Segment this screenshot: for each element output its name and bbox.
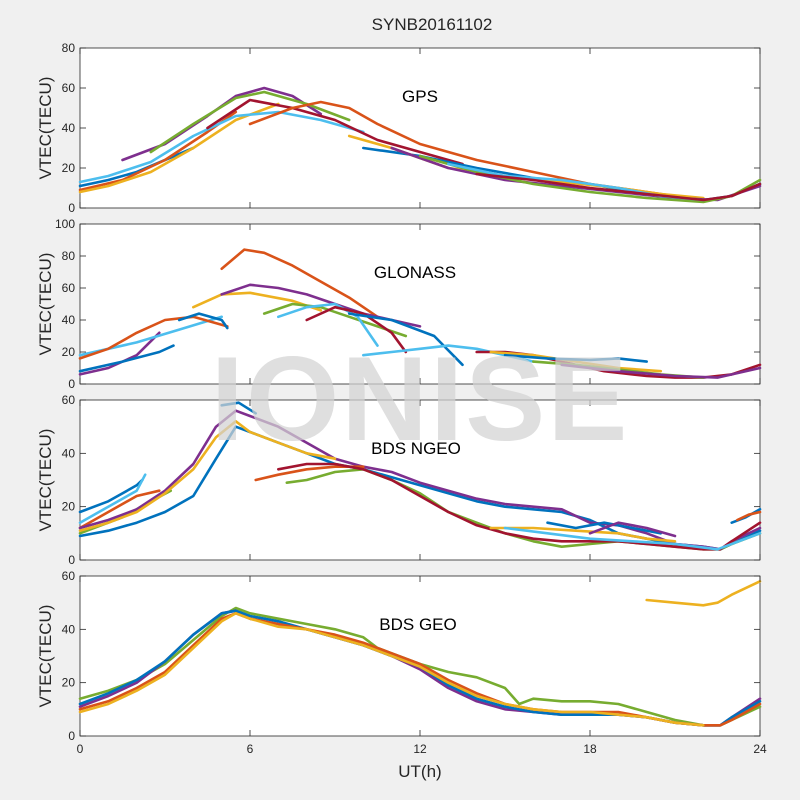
y-tick-label: 0 [68, 377, 75, 391]
y-tick-label: 60 [62, 281, 76, 295]
series-line-1 [78, 344, 175, 373]
plot-area [79, 47, 761, 209]
panel-label: BDS NGEO [371, 439, 461, 458]
y-tick-label: 0 [68, 201, 75, 215]
series-line-2 [78, 102, 280, 194]
y-tick-label: 60 [62, 569, 76, 583]
y-tick-label: 100 [55, 217, 75, 231]
x-tick-label: 12 [413, 742, 427, 756]
series-line-10 [305, 305, 408, 354]
series-line-10 [277, 462, 762, 551]
y-tick-label: 40 [62, 622, 76, 636]
y-tick-label: 40 [62, 446, 76, 460]
series-line-17 [560, 363, 762, 379]
y-axis-label: VTEC(TECU) [36, 605, 55, 708]
series-line-6 [78, 420, 337, 532]
panel-3: 0 6 12 18 24 0 20 40 60 VTEC(TECU) BDS GEO [36, 569, 767, 756]
series-line-12 [503, 526, 762, 551]
series-line-16 [736, 510, 762, 522]
series-line-0 [78, 478, 144, 514]
series-line-2 [78, 489, 161, 530]
series-line-8 [262, 302, 408, 338]
x-tick-label: 24 [753, 742, 767, 756]
series-line-3 [78, 315, 229, 360]
panel-label: GPS [402, 87, 438, 106]
y-axis-label: VTEC(TECU) [36, 77, 55, 180]
y-tick-label: 20 [62, 676, 76, 690]
y-tick-label: 60 [62, 393, 76, 407]
panel-0: 0 20 40 60 80 VTEC(TECU) GPS [36, 41, 762, 215]
y-axis-label: VTEC(TECU) [36, 429, 55, 532]
series-line-14 [588, 521, 677, 538]
panel-label: GLONASS [374, 263, 456, 282]
y-tick-label: 60 [62, 81, 76, 95]
panel-1: 0 20 40 60 80 100 VTEC(TECU) GLONASS [36, 217, 762, 391]
y-axis-label: VTEC(TECU) [36, 253, 55, 356]
y-tick-label: 20 [62, 161, 76, 175]
series-line-5 [645, 580, 762, 607]
series-line-11 [347, 312, 464, 367]
x-tick-label: 18 [583, 742, 597, 756]
watermark: IONISE [211, 332, 630, 466]
plot-area [79, 575, 761, 737]
y-tick-label: 0 [68, 729, 75, 743]
x-axis-label: UT(h) [398, 762, 441, 781]
y-tick-label: 40 [62, 313, 76, 327]
y-tick-label: 20 [62, 500, 76, 514]
series-line-6 [206, 98, 464, 166]
y-tick-label: 80 [62, 41, 76, 55]
series-line-4 [78, 612, 705, 727]
series-line-7 [220, 401, 257, 415]
y-tick-label: 0 [68, 553, 75, 567]
series-line-4 [177, 312, 229, 330]
y-tick-label: 80 [62, 249, 76, 263]
y-tick-label: 20 [62, 345, 76, 359]
panel-2: 0 20 40 60 VTEC(TECU) BDS NGEO [36, 393, 762, 567]
y-tick-label: 40 [62, 121, 76, 135]
series-line-9 [277, 302, 379, 347]
figure-title: SYNB20161102 [372, 15, 493, 34]
panel-label: BDS GEO [379, 615, 456, 634]
plot-area [79, 223, 761, 385]
series-line-5 [78, 110, 365, 184]
series-line-6 [220, 248, 379, 319]
x-tick-label: 0 [77, 742, 84, 756]
series-line-13 [475, 172, 762, 202]
x-tick-label: 6 [247, 742, 254, 756]
series-line-4 [149, 90, 351, 154]
series-line-15 [503, 353, 648, 363]
series-line-1 [78, 473, 147, 524]
series-line-14 [489, 350, 663, 373]
series-line-13 [546, 521, 663, 535]
